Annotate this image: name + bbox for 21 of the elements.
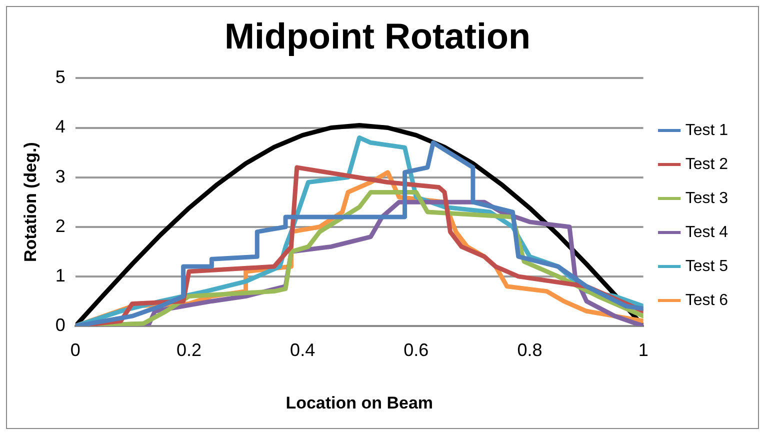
- legend-label: Test 2: [685, 156, 728, 173]
- y-tick-label: 2: [55, 216, 66, 236]
- y-tick-label: 1: [55, 265, 66, 286]
- y-axis-title: Rotation (deg.): [20, 142, 40, 262]
- legend-label: Test 1: [685, 122, 728, 139]
- legend-label: Test 5: [685, 258, 728, 275]
- y-tick-label: 0: [55, 314, 66, 335]
- x-tick-label: 1: [638, 340, 648, 360]
- x-axis-title: Location on Beam: [286, 393, 434, 412]
- chart-title: Midpoint Rotation: [224, 16, 530, 57]
- legend-label: Test 4: [685, 224, 728, 241]
- x-tick-label: 0.8: [517, 340, 542, 360]
- legend-label: Test 3: [685, 190, 728, 207]
- x-tick-label: 0.2: [176, 340, 202, 360]
- y-tick-label: 3: [55, 166, 66, 186]
- y-tick-label: 5: [55, 67, 66, 88]
- legend-label: Test 6: [685, 292, 728, 309]
- y-tick-label: 4: [55, 116, 66, 137]
- x-tick-label: 0: [70, 340, 80, 360]
- x-tick-label: 0.4: [290, 340, 316, 360]
- x-tick-label: 0.6: [404, 340, 429, 360]
